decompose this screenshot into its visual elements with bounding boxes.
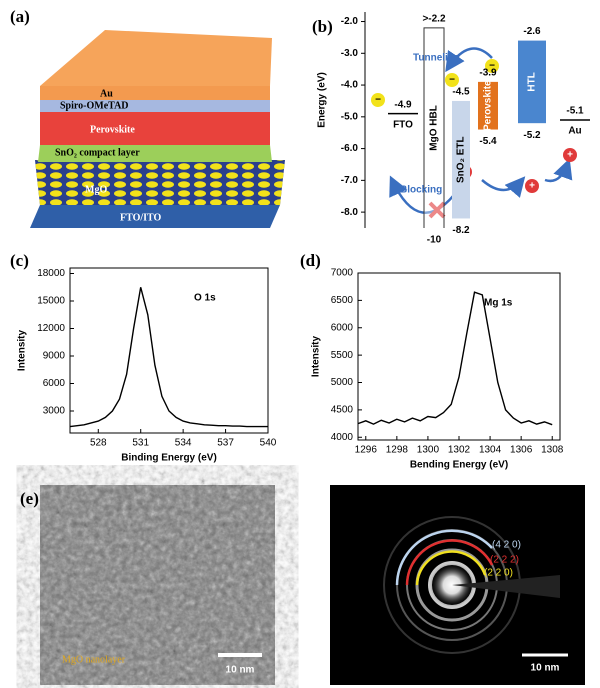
y-tick-label: -8.0 (341, 207, 359, 218)
plot-frame (69, 267, 269, 434)
x-tick-label: 540 (260, 438, 277, 449)
band-name: HTL (527, 72, 538, 91)
panel-label: (c) (10, 251, 29, 270)
ring-label: (2 2 2) (490, 555, 519, 566)
svg-text:−: − (449, 75, 455, 86)
diffraction-rings (383, 516, 560, 654)
y-tick-label: 18000 (37, 268, 65, 279)
svg-text:−: − (489, 61, 495, 72)
panel-label: (e) (20, 489, 39, 508)
level-value: >-2.2 (422, 14, 446, 25)
plot-frame (357, 272, 561, 441)
y-tick-label: -2.0 (341, 16, 359, 27)
scale-label: 10 nm (226, 665, 255, 676)
level-value: -2.6 (523, 26, 541, 37)
level-value: -5.1 (566, 106, 584, 117)
y-tick-label: 4500 (331, 405, 354, 416)
x-tick-label: 534 (175, 438, 192, 449)
panel-label: (b) (312, 17, 333, 36)
band-name: Perovskite (483, 80, 494, 131)
energy-band (478, 81, 498, 130)
x-axis-label: Binding Energy (eV) (121, 453, 217, 464)
spectrum-line (69, 287, 268, 428)
level-name: Au (568, 126, 581, 137)
band-name: MgO HBL (429, 105, 440, 151)
level-value: -5.4 (479, 136, 497, 147)
device-stack (30, 30, 285, 228)
layer-label: FTO/ITO (120, 212, 162, 223)
y-tick-label: 15000 (37, 296, 65, 307)
svg-text:+: + (529, 181, 535, 192)
y-tick-label: 9000 (43, 351, 66, 362)
x-tick-label: 537 (217, 438, 234, 449)
x-tick-label: 1300 (417, 445, 440, 456)
x-tick-label: 1304 (479, 445, 502, 456)
levels (423, 27, 546, 228)
x-tick-label: 531 (132, 438, 149, 449)
annotation: Tunneling (413, 53, 460, 64)
y-tick-label: 5500 (331, 350, 354, 361)
spectrum-line (357, 291, 553, 426)
ring-label: (2 2 0) (484, 568, 513, 579)
level-value: -10 (427, 235, 442, 246)
panel-label: (d) (300, 251, 321, 270)
y-tick-label: -6.0 (341, 143, 359, 154)
svg-text:−: − (375, 95, 381, 106)
y-tick-label: 6000 (331, 322, 354, 333)
annotation: Blocking (400, 185, 442, 196)
level-value: -4.9 (394, 99, 412, 110)
ring-label: (4 2 0) (492, 540, 521, 551)
x-tick-label: 1298 (386, 445, 409, 456)
level-value: -4.5 (452, 87, 470, 98)
panel-label: (f) (330, 489, 347, 508)
x-tick-label: 1302 (448, 445, 471, 456)
y-tick-label: -5.0 (341, 111, 359, 122)
caption: MgO nanolayer (62, 654, 126, 665)
panel-label: (a) (10, 7, 30, 26)
y-axis-label: Energy (eV) (317, 72, 328, 128)
y-axis-label: Intensity (17, 330, 28, 372)
x-axis-label: Bending Energy (eV) (410, 460, 508, 471)
y-tick-label: 3000 (43, 406, 66, 417)
scale-label: 10 nm (531, 663, 560, 674)
layer-label: Perovskite (90, 124, 135, 135)
y-axis-label: Intensity (311, 336, 322, 378)
y-tick-label: 4000 (331, 432, 354, 443)
energy-band (518, 40, 546, 124)
annotation: Mg 1s (484, 298, 513, 309)
energy-band (423, 27, 445, 228)
band-name: SnO₂ ETL (456, 136, 467, 183)
x-tick-label: 1308 (541, 445, 564, 456)
level-value: -8.2 (452, 225, 470, 236)
annotation: O 1s (194, 293, 216, 304)
layer-label: Spiro-OMeTAD (60, 100, 129, 111)
layer-label: Au (100, 88, 113, 99)
svg-text:+: + (567, 150, 573, 161)
x-tick-label: 528 (90, 438, 107, 449)
level-value: -3.9 (479, 68, 497, 79)
energy-band (452, 100, 470, 219)
layer-label: MgO (85, 184, 107, 195)
y-tick-label: 6500 (331, 295, 354, 306)
y-tick-label: -7.0 (341, 175, 359, 186)
layer-label: SnO₂ compact layer (55, 147, 140, 158)
y-tick-label: -3.0 (341, 48, 359, 59)
y-tick-label: 7000 (331, 268, 354, 279)
y-tick-label: -4.0 (341, 80, 359, 91)
tem-texture (40, 485, 275, 685)
y-tick-label: 12000 (37, 323, 65, 334)
y-tick-label: 5000 (331, 377, 354, 388)
y-tick-label: 6000 (43, 378, 66, 389)
level-name: FTO (393, 119, 413, 130)
x-tick-label: 1296 (355, 445, 378, 456)
x-tick-label: 1306 (510, 445, 533, 456)
level-value: -5.2 (523, 130, 541, 141)
